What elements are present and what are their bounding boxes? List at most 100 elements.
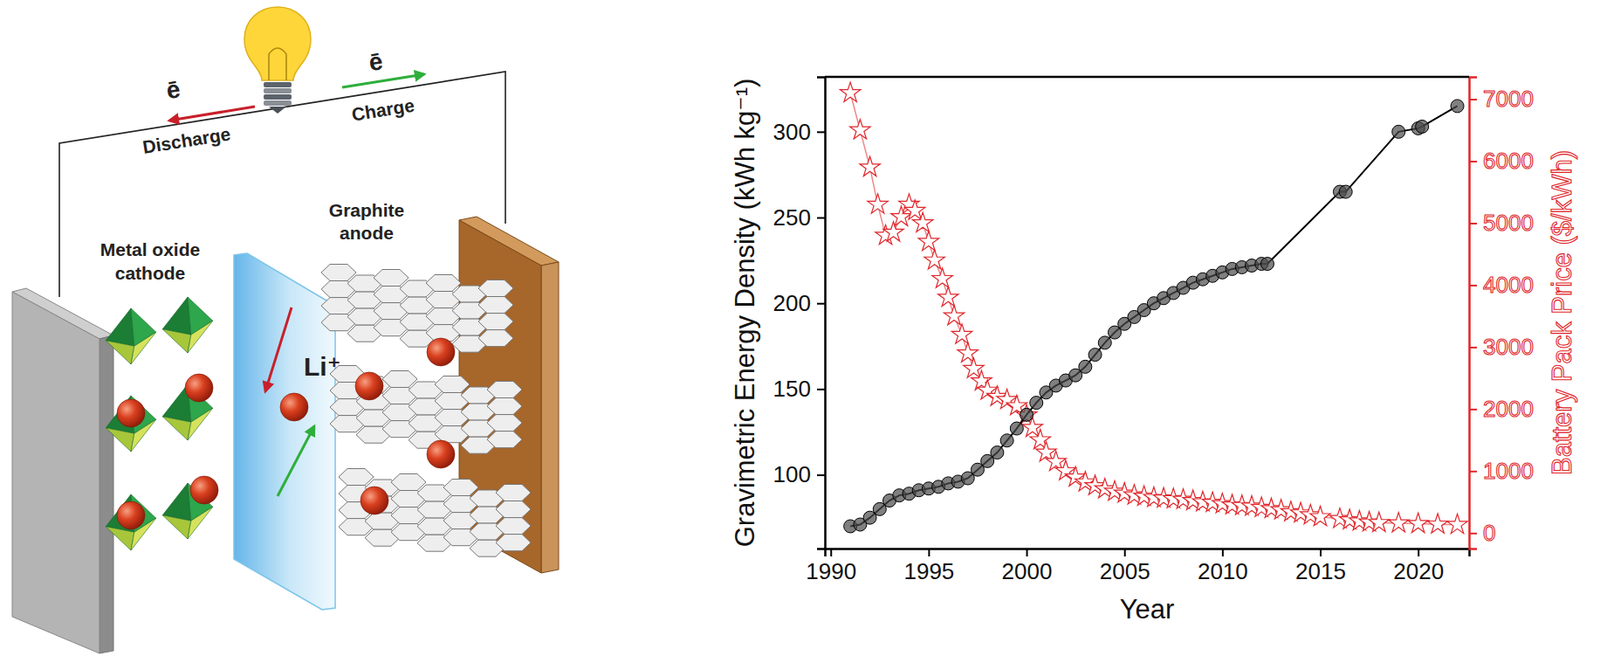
tick-mark: [1026, 548, 1029, 557]
tick-label: 2000: [1002, 557, 1053, 584]
bulb-base: [263, 82, 292, 88]
tick: 2010: [1197, 548, 1249, 584]
y2-axis: 01000200030004000500060007000: [1469, 77, 1534, 550]
diagram-label: Discharge: [141, 123, 233, 158]
figure: ēēDischargeChargeMetal oxidecathodeGra…: [0, 0, 1600, 656]
diagram-label: cathode: [115, 262, 186, 283]
tick-mark: [1469, 222, 1477, 225]
tick-label: 3000: [1483, 333, 1534, 360]
tick-mark: [1469, 408, 1477, 411]
tick: 2020: [1393, 548, 1444, 584]
tick-label: 2015: [1295, 557, 1346, 584]
tick-mark: [817, 388, 825, 391]
tick-label: 0: [1483, 519, 1496, 546]
tick-label: 200: [773, 289, 811, 316]
graphite-hexagon: [478, 280, 514, 297]
tick: 100: [773, 460, 825, 488]
graphite-hexagon: [487, 414, 522, 432]
data-point: [1450, 99, 1464, 113]
bulb-base: [263, 94, 292, 100]
octahedron-face: [187, 320, 213, 353]
tick-label: 2010: [1197, 557, 1249, 584]
data-point: [883, 221, 904, 241]
tick: 7000: [1469, 85, 1534, 112]
tick: 1990: [805, 548, 857, 584]
diagram-label: ē: [366, 47, 385, 76]
graphite-hexagon: [495, 484, 531, 502]
data-point: [1098, 336, 1112, 350]
octahedron-face: [162, 296, 192, 335]
tick-mark: [1469, 284, 1477, 287]
tick: 200: [773, 289, 825, 316]
graphite-hexagon: [487, 398, 522, 415]
diagram-label: Metal oxide: [100, 239, 200, 260]
tick-mark: [927, 548, 930, 557]
graphite-hexagon: [495, 534, 531, 551]
cathode-collector-side: [99, 335, 114, 653]
ion-charge-arrow: [277, 425, 315, 496]
data-point: [1000, 433, 1014, 447]
graphite-hexagon: [373, 269, 409, 287]
lithium-ion: [280, 392, 309, 421]
tick-mark: [1319, 548, 1322, 557]
tick-label: 2000: [1483, 395, 1534, 422]
graphite-hexagon: [495, 517, 531, 535]
octahedron-face: [105, 427, 135, 452]
data-point: [924, 249, 945, 269]
data-point: [867, 193, 888, 213]
diagram-label: Charge: [350, 95, 416, 125]
tick: 2015: [1295, 548, 1346, 584]
tick-mark: [1124, 548, 1127, 557]
wire: [59, 71, 506, 297]
series-line: [850, 92, 1457, 524]
lithium-ion: [426, 337, 455, 366]
tick-label: 2005: [1099, 557, 1151, 584]
y-axis-title: Gravimetric Energy Density (kWh kg⁻¹): [729, 78, 761, 548]
data-point: [912, 212, 933, 232]
tick: 0: [1469, 519, 1496, 546]
graphite-hexagon: [434, 376, 470, 393]
lithium-ion: [360, 486, 389, 515]
tick-mark: [1469, 470, 1477, 473]
lithium-ion: [185, 373, 213, 402]
data-point: [1339, 185, 1353, 199]
graphite-hexagon: [495, 501, 531, 518]
series-line: [850, 105, 1457, 526]
data-point: [932, 267, 953, 288]
tick-mark: [817, 217, 825, 220]
octahedron-face: [162, 329, 192, 353]
tick: 300: [773, 118, 825, 145]
tick-mark: [817, 473, 825, 476]
octahedron-face: [105, 526, 135, 550]
octahedron-face: [187, 506, 213, 539]
data-point: [1078, 359, 1092, 373]
plot-marks: [839, 82, 1468, 533]
tick: 150: [773, 375, 825, 402]
bulb-tip: [268, 106, 287, 114]
tick-mark: [1417, 548, 1420, 557]
tick-label: 7000: [1483, 85, 1534, 112]
series: [839, 82, 1468, 533]
tick: 5000: [1469, 209, 1534, 236]
x-axis-title: Year: [1119, 593, 1175, 625]
x-axis: 1990199520002005201020152020: [805, 548, 1470, 584]
tick: 1000: [1469, 457, 1534, 484]
graphite-hexagon: [321, 264, 357, 282]
axis-line: [825, 549, 1470, 557]
data-point: [1407, 512, 1429, 532]
tick: 250: [773, 204, 825, 231]
tick-label: 300: [773, 118, 811, 145]
bulb-base: [263, 100, 292, 106]
data-point: [1415, 119, 1429, 133]
data-point: [1030, 396, 1044, 410]
tick: 2000: [1469, 395, 1534, 422]
graphite-hexagon: [443, 479, 479, 496]
data-point: [990, 446, 1004, 460]
cathode-collector: [12, 291, 100, 653]
octahedron-face: [162, 515, 192, 539]
battery-diagram: ēēDischargeChargeMetal oxidecathodeGra…: [12, 6, 559, 653]
bulb-base: [263, 88, 292, 94]
lithium-ion: [116, 501, 145, 529]
data-point: [1020, 407, 1034, 421]
data-point: [1392, 124, 1406, 138]
